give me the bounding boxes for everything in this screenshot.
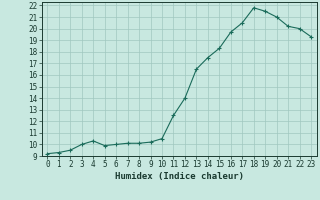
X-axis label: Humidex (Indice chaleur): Humidex (Indice chaleur) — [115, 172, 244, 181]
